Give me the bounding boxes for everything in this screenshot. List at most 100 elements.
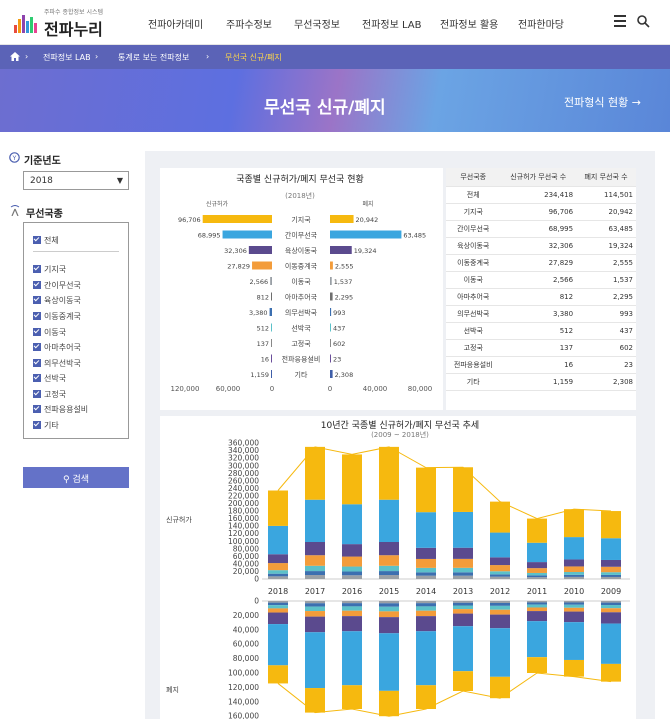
trend-bar-closed[interactable] xyxy=(490,628,510,677)
bar-new[interactable] xyxy=(271,323,272,332)
bar-new[interactable] xyxy=(271,354,272,363)
bar-closed[interactable] xyxy=(330,339,331,347)
trend-bar-closed[interactable] xyxy=(453,602,473,606)
radio-type-link[interactable]: 전파형식 현황 → xyxy=(564,96,641,109)
trend-bar-closed[interactable] xyxy=(342,631,362,686)
trend-bar-closed[interactable] xyxy=(305,603,325,607)
trend-bar-closed[interactable] xyxy=(527,621,547,658)
trend-bar-new[interactable] xyxy=(601,576,621,579)
trend-bar-closed[interactable] xyxy=(527,601,547,603)
trend-bar-closed[interactable] xyxy=(527,607,547,612)
trend-bar-closed[interactable] xyxy=(490,602,510,606)
trend-bar-closed[interactable] xyxy=(564,607,584,612)
checkbox-type[interactable]: 육상이동국 xyxy=(33,295,81,306)
checkbox-type[interactable]: 선박국 xyxy=(33,373,66,384)
trend-bar-new[interactable] xyxy=(342,454,362,505)
trend-bar-new[interactable] xyxy=(490,557,510,566)
trend-bar-new[interactable] xyxy=(490,576,510,579)
trend-bar-new[interactable] xyxy=(453,547,473,559)
trend-bar-new[interactable] xyxy=(490,501,510,533)
trend-bar-new[interactable] xyxy=(305,446,325,500)
trend-bar-closed[interactable] xyxy=(342,603,362,607)
trend-bar-closed[interactable] xyxy=(416,616,436,632)
trend-bar-closed[interactable] xyxy=(527,604,547,608)
trend-bar-closed[interactable] xyxy=(379,611,399,618)
trend-bar-closed[interactable] xyxy=(268,601,288,603)
trend-bar-new[interactable] xyxy=(564,537,584,560)
bar-closed[interactable] xyxy=(330,261,333,270)
menu-item-plaza[interactable]: 전파한마당 xyxy=(518,20,564,31)
trend-bar-closed[interactable] xyxy=(490,609,510,615)
checkbox-type[interactable]: 아마추어국 xyxy=(33,342,81,353)
trend-bar-closed[interactable] xyxy=(527,657,547,673)
trend-bar-new[interactable] xyxy=(527,575,547,578)
trend-bar-closed[interactable] xyxy=(453,671,473,691)
bar-new[interactable] xyxy=(271,339,272,347)
trend-bar-new[interactable] xyxy=(601,572,621,575)
trend-bar-closed[interactable] xyxy=(453,605,473,610)
bar-closed[interactable] xyxy=(330,370,333,378)
trend-bar-closed[interactable] xyxy=(564,602,584,605)
trend-bar-new[interactable] xyxy=(490,532,510,558)
trend-bar-closed[interactable] xyxy=(342,685,362,709)
bar-new[interactable] xyxy=(271,292,272,301)
trend-bar-closed[interactable] xyxy=(453,613,473,627)
trend-bar-closed[interactable] xyxy=(416,610,436,617)
trend-bar-closed[interactable] xyxy=(564,611,584,623)
checkbox-all[interactable]: 전체 xyxy=(33,235,59,246)
bar-new[interactable] xyxy=(252,261,272,270)
search-button[interactable]: ⚲ 검색 xyxy=(23,467,129,488)
trend-bar-closed[interactable] xyxy=(379,603,399,607)
trend-bar-new[interactable] xyxy=(453,467,473,512)
trend-bar-closed[interactable] xyxy=(601,623,621,664)
trend-bar-closed[interactable] xyxy=(564,604,584,608)
bar-closed[interactable] xyxy=(330,292,333,301)
home-icon[interactable] xyxy=(10,52,20,61)
trend-bar-closed[interactable] xyxy=(601,663,621,682)
checkbox-type[interactable]: 간이무선국 xyxy=(33,280,81,291)
menu-item-utilization[interactable]: 전파정보 활용 xyxy=(440,20,499,31)
bar-closed[interactable] xyxy=(330,277,332,285)
bar-new[interactable] xyxy=(222,230,272,239)
trend-bar-new[interactable] xyxy=(305,499,325,543)
trend-bar-new[interactable] xyxy=(490,571,510,575)
trend-bar-new[interactable] xyxy=(453,558,473,568)
search-icon[interactable] xyxy=(636,14,650,28)
trend-bar-new[interactable] xyxy=(342,544,362,557)
trend-bar-closed[interactable] xyxy=(379,633,399,691)
trend-bar-closed[interactable] xyxy=(342,601,362,604)
bar-new[interactable] xyxy=(202,215,272,223)
trend-bar-closed[interactable] xyxy=(379,601,399,604)
trend-bar-closed[interactable] xyxy=(342,610,362,617)
trend-bar-closed[interactable] xyxy=(268,608,288,613)
trend-bar-new[interactable] xyxy=(453,511,473,548)
trend-bar-closed[interactable] xyxy=(601,612,621,624)
menu-item-lab[interactable]: 전파정보 LAB xyxy=(362,20,422,31)
checkbox-type[interactable]: 이동국 xyxy=(33,327,66,338)
bar-closed[interactable] xyxy=(330,246,352,254)
trend-bar-closed[interactable] xyxy=(601,605,621,609)
trend-bar-new[interactable] xyxy=(564,509,584,538)
trend-bar-new[interactable] xyxy=(379,446,399,500)
trend-bar-closed[interactable] xyxy=(416,606,436,611)
trend-bar-new[interactable] xyxy=(601,511,621,539)
trend-bar-new[interactable] xyxy=(453,575,473,579)
bar-closed[interactable] xyxy=(330,308,332,316)
trend-bar-new[interactable] xyxy=(379,565,399,572)
trend-bar-new[interactable] xyxy=(527,572,547,576)
trend-bar-new[interactable] xyxy=(527,542,547,563)
trend-bar-new[interactable] xyxy=(342,504,362,545)
trend-bar-new[interactable] xyxy=(305,542,325,556)
checkbox-type[interactable]: 기타 xyxy=(33,420,59,431)
trend-bar-new[interactable] xyxy=(490,565,510,572)
trend-bar-new[interactable] xyxy=(416,567,436,573)
trend-bar-new[interactable] xyxy=(416,467,436,513)
trend-bar-closed[interactable] xyxy=(490,605,510,610)
trend-bar-new[interactable] xyxy=(453,567,473,573)
menu-item-frequency[interactable]: 주파수정보 xyxy=(226,20,272,31)
checkbox-type[interactable]: 고정국 xyxy=(33,389,66,400)
trend-bar-new[interactable] xyxy=(342,556,362,567)
trend-bar-closed[interactable] xyxy=(416,685,436,709)
trend-bar-closed[interactable] xyxy=(268,602,288,606)
trend-bar-new[interactable] xyxy=(305,565,325,572)
